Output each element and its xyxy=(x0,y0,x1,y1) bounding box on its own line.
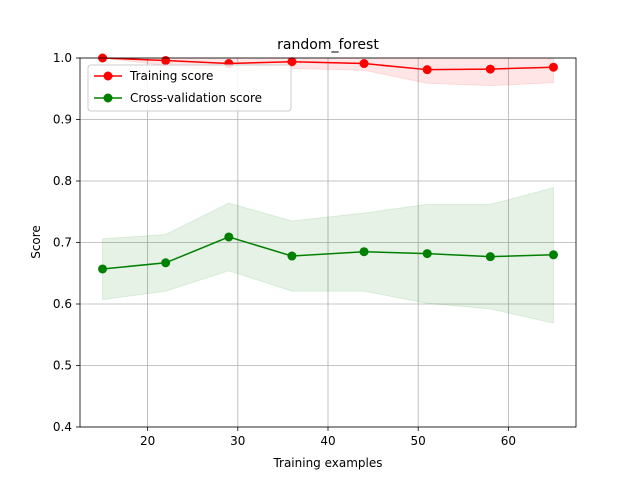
x-tick-label: 30 xyxy=(230,434,245,448)
data-point xyxy=(422,65,432,75)
data-point xyxy=(224,232,234,242)
data-point xyxy=(161,55,171,65)
series-line xyxy=(102,236,554,270)
data-point xyxy=(485,64,495,74)
data-point xyxy=(548,250,558,260)
legend: Training score Cross-validation score xyxy=(87,64,292,112)
data-point xyxy=(287,251,297,261)
x-tick-label: 50 xyxy=(411,434,426,448)
y-tick-label: 0.8 xyxy=(53,174,72,188)
series-line xyxy=(102,57,554,71)
legend-label: Cross-validation score xyxy=(130,91,262,105)
data-point xyxy=(287,57,297,67)
data-point xyxy=(98,264,108,274)
y-tick-label: 0.6 xyxy=(53,297,72,311)
legend-box xyxy=(87,64,292,112)
plot-area: 20 30 40 50 60 0.4 0.5 0.6 0.7 0.8 0.9 1.0 xyxy=(53,51,577,448)
legend-marker xyxy=(103,93,113,103)
x-axis-label: Training examples xyxy=(272,456,382,470)
data-point xyxy=(359,59,369,69)
y-tick-label: 0.9 xyxy=(53,113,72,127)
data-point xyxy=(548,62,558,72)
data-point xyxy=(359,247,369,257)
data-point xyxy=(485,252,495,262)
data-point xyxy=(422,249,432,259)
confidence-band xyxy=(102,187,554,324)
y-tick-label: 1.0 xyxy=(53,51,72,65)
legend-label: Training score xyxy=(129,69,213,83)
y-tick-label: 0.4 xyxy=(53,420,72,434)
chart-title: random_forest xyxy=(277,37,379,53)
y-tick-label: 0.7 xyxy=(53,236,72,250)
y-axis-label: Score xyxy=(29,225,43,259)
data-point xyxy=(161,258,171,268)
x-tick-label: 40 xyxy=(320,434,335,448)
legend-marker xyxy=(103,71,113,81)
x-tick-label: 20 xyxy=(140,434,155,448)
x-tick-label: 60 xyxy=(501,434,516,448)
y-tick-label: 0.5 xyxy=(53,359,72,373)
